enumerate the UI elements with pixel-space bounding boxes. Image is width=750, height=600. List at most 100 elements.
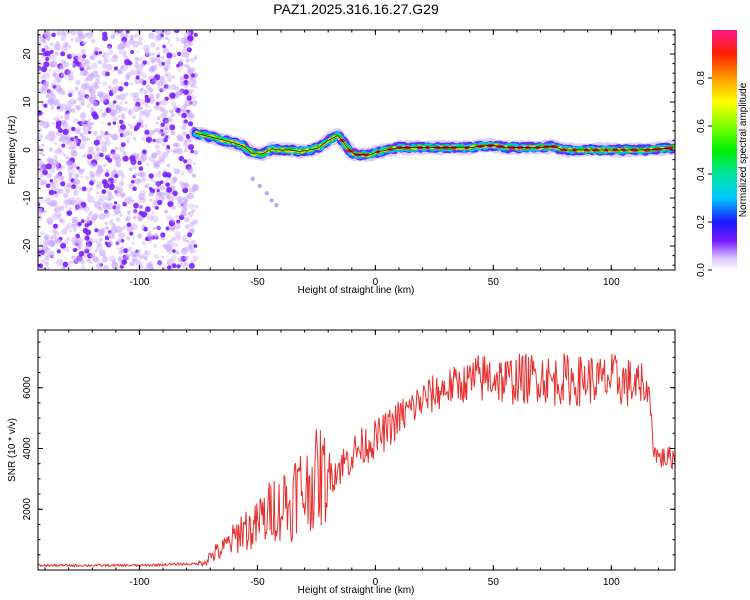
noise-point bbox=[81, 58, 85, 62]
noise-point bbox=[123, 55, 129, 60]
noise-point bbox=[44, 261, 50, 266]
noise-point bbox=[108, 220, 114, 226]
noise-point bbox=[66, 53, 73, 60]
noise-point bbox=[126, 222, 132, 228]
noise-point bbox=[143, 267, 148, 270]
noise-point bbox=[61, 120, 66, 125]
noise-point bbox=[74, 189, 78, 193]
noise-point bbox=[157, 130, 162, 135]
noise-point bbox=[126, 137, 131, 142]
noise-point bbox=[119, 119, 124, 125]
noise-point bbox=[60, 133, 65, 138]
noise-point bbox=[134, 56, 139, 62]
noise-point bbox=[160, 55, 165, 61]
noise-point bbox=[188, 138, 193, 143]
noise-point bbox=[145, 237, 150, 242]
noise-point bbox=[122, 151, 127, 156]
y-tick-label: 4000 bbox=[22, 437, 33, 460]
noise-point bbox=[156, 191, 162, 196]
noise-point bbox=[171, 101, 177, 107]
noise-point bbox=[185, 133, 190, 138]
noise-point bbox=[151, 152, 158, 159]
noise-point bbox=[107, 85, 112, 90]
noise-point bbox=[112, 78, 119, 85]
noise-point bbox=[118, 210, 122, 214]
noise-point bbox=[71, 216, 79, 224]
noise-point bbox=[59, 64, 65, 71]
noise-point bbox=[92, 213, 99, 220]
noise-point bbox=[172, 176, 178, 181]
noise-point bbox=[164, 126, 168, 130]
noise-point bbox=[83, 206, 90, 213]
noise-point bbox=[139, 173, 144, 178]
colorbar-tick-label: 0.4 bbox=[696, 167, 707, 181]
noise-point bbox=[132, 236, 135, 239]
noise-point bbox=[49, 93, 56, 100]
noise-point bbox=[156, 225, 161, 231]
noise-point bbox=[41, 38, 45, 42]
noise-point bbox=[53, 142, 58, 146]
noise-point bbox=[171, 236, 176, 241]
noise-point bbox=[155, 30, 162, 35]
noise-point bbox=[111, 55, 118, 63]
noise-point bbox=[44, 256, 50, 261]
noise-point bbox=[172, 150, 177, 154]
noise-point bbox=[86, 103, 91, 108]
noise-point bbox=[76, 166, 80, 170]
noise-point bbox=[120, 192, 126, 198]
noise-point bbox=[61, 119, 68, 126]
noise-point bbox=[80, 219, 85, 224]
noise-point bbox=[59, 175, 65, 181]
noise-point bbox=[136, 178, 142, 184]
noise-point bbox=[90, 63, 98, 70]
noise-point bbox=[119, 213, 123, 217]
noise-point bbox=[116, 204, 121, 210]
noise-point bbox=[55, 172, 62, 178]
noise-point bbox=[91, 107, 94, 111]
noise-point bbox=[105, 169, 110, 173]
noise-point bbox=[79, 62, 86, 69]
noise-point bbox=[155, 121, 159, 125]
noise-point bbox=[70, 143, 77, 150]
noise-point bbox=[193, 162, 196, 165]
noise-point bbox=[71, 184, 76, 190]
noise-point bbox=[155, 46, 160, 51]
noise-point bbox=[79, 98, 85, 103]
noise-point bbox=[70, 52, 76, 59]
noise-point bbox=[167, 150, 170, 154]
noise-point bbox=[188, 262, 195, 269]
noise-point bbox=[107, 180, 112, 185]
noise-point bbox=[138, 210, 144, 216]
noise-point bbox=[47, 98, 55, 106]
noise-point bbox=[83, 126, 87, 130]
noise-point bbox=[159, 107, 165, 112]
y-tick-label: 2000 bbox=[22, 498, 33, 521]
noise-point bbox=[48, 251, 55, 258]
noise-point bbox=[102, 35, 108, 42]
noise-point bbox=[187, 121, 194, 127]
noise-point bbox=[133, 202, 139, 209]
noise-point bbox=[104, 209, 109, 214]
noise-point bbox=[165, 73, 169, 77]
noise-point bbox=[146, 232, 153, 238]
noise-point bbox=[181, 235, 188, 242]
noise-point bbox=[127, 246, 133, 252]
noise-point bbox=[118, 248, 123, 253]
noise-point bbox=[62, 266, 67, 270]
noise-point bbox=[52, 117, 55, 121]
noise-point bbox=[192, 248, 197, 253]
noise-point bbox=[192, 80, 197, 85]
noise-point bbox=[50, 60, 58, 68]
noise-point bbox=[183, 255, 189, 261]
noise-point bbox=[124, 197, 132, 205]
noise-point bbox=[124, 92, 129, 97]
noise-point bbox=[44, 50, 51, 57]
noise-point bbox=[139, 196, 147, 204]
noise-point bbox=[173, 195, 179, 200]
noise-point bbox=[92, 200, 96, 204]
noise-point bbox=[102, 202, 107, 207]
spectrogram-signal-track bbox=[189, 126, 675, 208]
noise-point bbox=[192, 183, 199, 191]
noise-point bbox=[115, 95, 121, 100]
spectrogram-y-ticks: -20 -10 0 10 20 bbox=[22, 34, 675, 266]
